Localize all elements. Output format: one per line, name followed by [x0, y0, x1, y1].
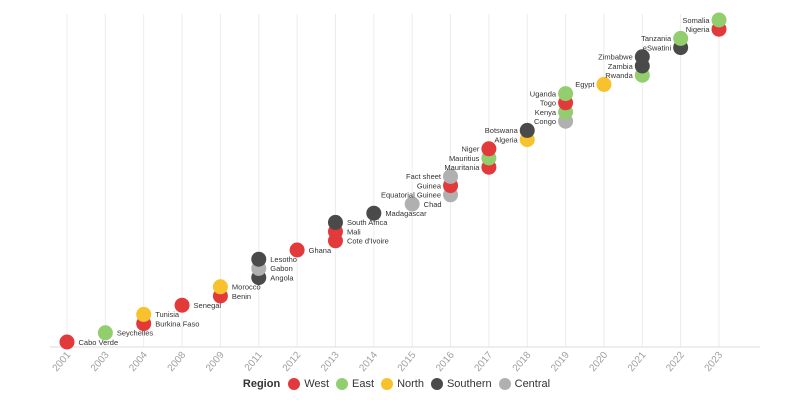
legend-label-central: Central	[514, 378, 551, 390]
point-label: Seychelles	[117, 329, 154, 338]
x-tick-label: 2014	[357, 350, 380, 374]
x-tick-label: 2012	[281, 350, 304, 374]
point-label: Kenya	[535, 108, 557, 117]
x-tick-label: 2015	[396, 350, 419, 374]
data-point	[634, 49, 650, 65]
point-label: Madagascar	[385, 209, 427, 218]
x-tick-label: 2022	[664, 350, 687, 374]
point-label: Tanzania	[641, 34, 672, 43]
x-tick-label: 2004	[127, 350, 150, 374]
point-label: eSwatini	[643, 43, 672, 52]
legend-swatch-central	[498, 378, 511, 390]
point-label: South Africa	[347, 218, 388, 227]
point-label: Zambia	[608, 62, 634, 71]
x-tick-label: 2001	[51, 350, 74, 374]
data-point	[366, 205, 382, 221]
x-tick-label: 2009	[204, 350, 227, 374]
legend-label-north: North	[397, 378, 424, 390]
data-point	[327, 214, 343, 230]
legend-item-west: West	[288, 378, 329, 390]
x-tick-label: 2021	[626, 350, 649, 374]
point-label: Uganda	[530, 89, 557, 98]
x-tick-label: 2008	[166, 350, 189, 374]
point-label: Benin	[232, 292, 251, 301]
x-tick-label: 2019	[549, 350, 572, 374]
legend-label-southern: Southern	[446, 378, 492, 390]
point-label: Lesotho	[270, 255, 297, 264]
point-label: Nigeria	[686, 25, 711, 34]
point-label: Algeria	[494, 135, 518, 144]
point-label: Zimbabwe	[598, 53, 633, 62]
point-label: Egypt	[575, 80, 595, 89]
point-label: Congo	[534, 117, 556, 126]
point-label: Tunisia	[155, 310, 180, 319]
x-tick-label: 2011	[243, 350, 266, 374]
point-label: Niger	[461, 145, 479, 154]
legend-item-central: Central	[498, 378, 551, 390]
legend: Region West East North Southern Central	[0, 378, 800, 390]
point-label: Burkina Faso	[155, 319, 199, 328]
data-point	[174, 297, 190, 313]
x-tick-label: 2020	[588, 350, 611, 374]
x-tick-label: 2016	[434, 350, 457, 374]
legend-item-east: East	[336, 378, 374, 390]
data-point	[596, 76, 612, 92]
data-point	[711, 12, 727, 28]
point-label: Cabo Verde	[79, 338, 119, 347]
legend-title: Region	[242, 378, 281, 390]
data-point	[558, 86, 574, 102]
x-tick-label: 2003	[89, 350, 112, 374]
point-label: Angola	[270, 273, 294, 282]
legend-swatch-north	[381, 378, 394, 390]
legend-item-southern: Southern	[430, 378, 492, 390]
point-label: Morocco	[232, 283, 261, 292]
point-label: Mauritius	[449, 154, 480, 163]
legend-swatch-west	[288, 378, 301, 390]
x-tick-label: 2017	[472, 350, 495, 374]
data-point	[404, 196, 420, 212]
data-point	[481, 141, 497, 157]
point-label: Ghana	[309, 246, 332, 255]
data-point	[673, 30, 689, 46]
point-label: Mali	[347, 227, 361, 236]
point-label: Equatorial Guinee	[381, 191, 441, 200]
point-label: Botswana	[485, 126, 519, 135]
point-label: Senegal	[194, 301, 222, 310]
point-label: Cote d'Ivoire	[347, 237, 389, 246]
point-label: Mauritania	[444, 163, 480, 172]
point-label: Guinea	[417, 181, 442, 190]
data-point	[251, 251, 267, 267]
point-label: Gabon	[270, 264, 293, 273]
legend-swatch-east	[336, 378, 349, 390]
data-point	[136, 306, 152, 322]
point-label: Somalia	[682, 16, 710, 25]
legend-swatch-southern	[430, 378, 443, 390]
data-point	[97, 325, 113, 341]
legend-label-west: West	[304, 378, 330, 390]
point-label: Rwanda	[605, 71, 633, 80]
x-tick-label: 2018	[511, 350, 534, 374]
x-axis-ticks: 2001 2003 2004 2008 2009 2011 2012 2013 2014 2015…	[51, 350, 726, 374]
x-tick-label: 2023	[703, 350, 726, 374]
data-point	[443, 168, 459, 184]
data-point	[289, 242, 305, 258]
point-label: Chad	[424, 200, 442, 209]
legend-label-east: East	[352, 378, 375, 390]
legend-item-north: North	[381, 378, 424, 390]
x-tick-label: 2013	[319, 350, 342, 374]
data-point	[59, 334, 75, 350]
gridlines	[66, 14, 720, 347]
data-point	[212, 279, 228, 295]
data-point	[519, 122, 535, 138]
point-label: Togo	[540, 99, 556, 108]
point-label: Fact sheet	[406, 172, 442, 181]
